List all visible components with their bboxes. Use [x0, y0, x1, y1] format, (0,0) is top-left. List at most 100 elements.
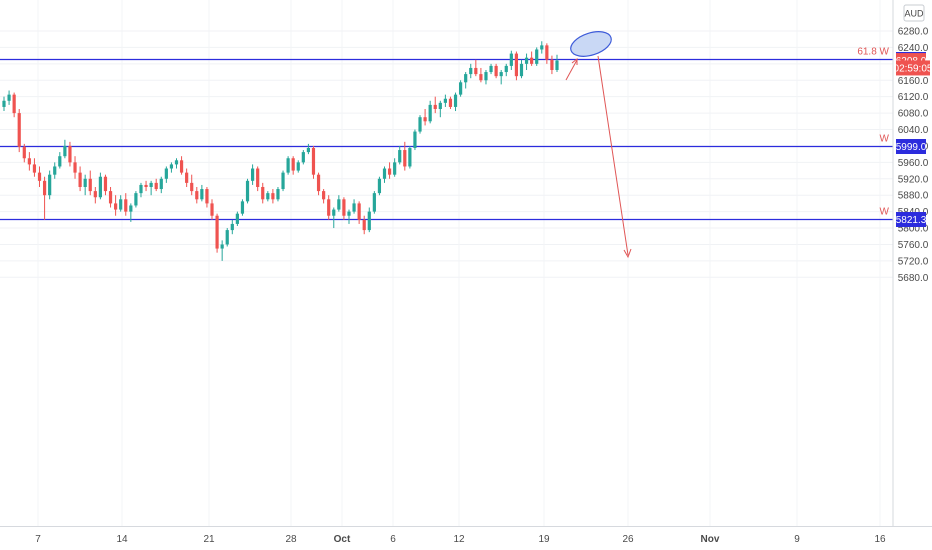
x-tick-label: 26 — [622, 534, 634, 545]
candle-body — [357, 203, 361, 220]
candle — [347, 209, 351, 224]
candle-body — [103, 176, 108, 192]
level-lines: 61.8 W W W — [0, 47, 893, 221]
level-price-tag — [896, 212, 926, 227]
y-tick-label: 6280.0 — [898, 27, 929, 38]
candle — [83, 174, 87, 196]
candle — [352, 199, 356, 214]
candle — [519, 59, 524, 79]
candle-body — [245, 180, 250, 202]
candle-body — [78, 172, 82, 187]
candle — [129, 203, 133, 222]
candle-body — [93, 191, 97, 198]
candle-body — [316, 174, 321, 192]
candle-body — [296, 162, 300, 171]
candle — [225, 228, 229, 247]
time-axis[interactable]: 7 14 21 28 Oct 6 12 19 26 Nov 9 16 — [0, 526, 932, 546]
candle-body — [484, 72, 488, 81]
target-ellipse[interactable] — [568, 27, 615, 61]
candle — [154, 178, 158, 192]
candle — [53, 162, 57, 179]
price-axis[interactable]: 6280.06240.06200.06160.06120.06080.06040… — [892, 0, 929, 526]
candle-body — [261, 186, 265, 200]
candle — [418, 115, 422, 134]
candle-body — [154, 182, 158, 190]
candle — [459, 80, 463, 97]
candle-body — [327, 199, 331, 216]
candle-body — [362, 219, 366, 231]
candle — [372, 191, 376, 214]
projection-arrow-up-head — [571, 57, 578, 65]
y-tick-label: 5720.0 — [898, 256, 929, 267]
candle-body — [423, 117, 427, 122]
candle-body — [12, 94, 16, 114]
candle — [438, 100, 442, 118]
candle-body — [119, 199, 123, 210]
y-tick-label: 5760.0 — [898, 240, 929, 251]
candle-body — [555, 60, 559, 70]
projection-arrow-down-head — [623, 248, 632, 259]
candle-body — [448, 98, 453, 107]
candle — [413, 129, 417, 151]
candle — [342, 197, 346, 220]
candle — [327, 195, 331, 220]
y-tick-label: 5920.0 — [898, 174, 929, 185]
candle — [169, 162, 174, 173]
candle-body — [286, 158, 290, 173]
candle — [474, 59, 478, 77]
projection-drawings[interactable] — [565, 27, 632, 259]
candle — [261, 182, 265, 204]
candle-body — [291, 158, 295, 171]
candle — [550, 55, 554, 75]
candle — [555, 54, 559, 73]
projection-arrow-up[interactable] — [565, 59, 578, 81]
candle — [311, 145, 316, 179]
candle — [286, 156, 290, 175]
x-tick-label: 12 — [453, 534, 465, 545]
candle — [499, 69, 503, 85]
candle-body — [545, 45, 549, 60]
candle — [210, 199, 214, 220]
candle — [139, 182, 143, 198]
candle — [114, 195, 118, 216]
candle — [469, 63, 473, 79]
candle — [235, 211, 239, 226]
candle-body — [256, 168, 260, 187]
candle — [428, 100, 432, 124]
candle — [7, 90, 11, 105]
x-tick-label: 6 — [390, 534, 396, 545]
y-tick-label: 6080.0 — [898, 109, 929, 120]
candle-body — [63, 145, 67, 157]
candle — [37, 166, 42, 187]
candle-body — [174, 160, 179, 165]
candle-body — [114, 203, 118, 210]
candle — [195, 186, 199, 204]
projection-arrow-down[interactable] — [597, 55, 629, 256]
candle-body — [276, 189, 280, 200]
candle — [68, 141, 72, 167]
candle-body — [342, 199, 346, 216]
candle — [448, 96, 453, 109]
candle-body — [68, 145, 72, 163]
level-note: 61.8 W — [857, 47, 889, 58]
candle-body — [372, 193, 376, 212]
candle — [73, 156, 77, 179]
candle-body — [2, 100, 6, 107]
candle-body — [250, 168, 255, 181]
candle — [337, 195, 341, 212]
x-tick-label: 21 — [203, 534, 215, 545]
candle-body — [195, 191, 199, 200]
level-note: W — [880, 207, 890, 218]
candle — [509, 50, 513, 70]
candle — [42, 176, 47, 220]
candle-body — [469, 67, 473, 75]
candle-body — [367, 211, 371, 231]
candle — [382, 166, 387, 183]
candle-body — [540, 45, 544, 50]
candle — [403, 141, 407, 171]
candle — [301, 150, 305, 165]
candle — [230, 219, 234, 235]
x-tick-label: 28 — [285, 534, 297, 545]
candles — [2, 41, 559, 261]
